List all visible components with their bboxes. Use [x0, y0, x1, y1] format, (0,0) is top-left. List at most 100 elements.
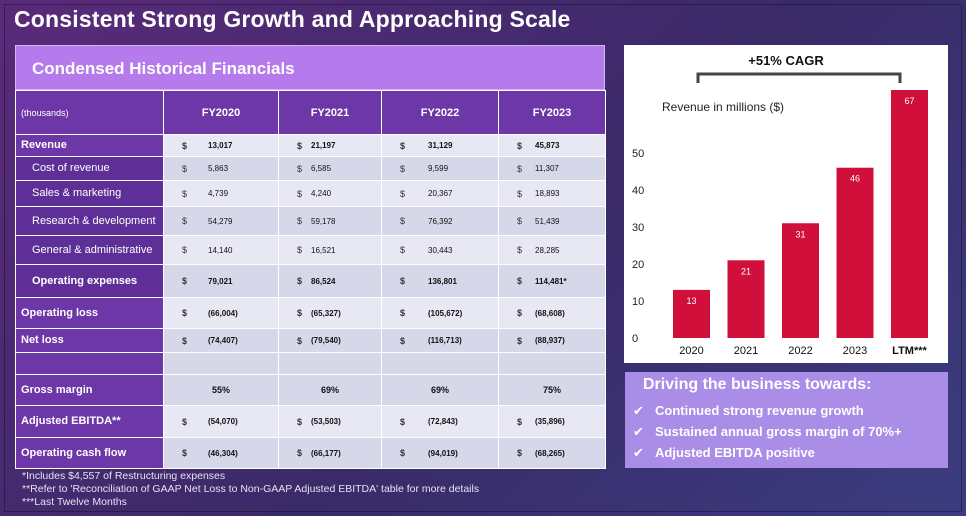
- column-header: FY2020: [163, 90, 279, 135]
- drivers-list: ✔ Continued strong revenue growth ✔ Sustai…: [633, 400, 902, 463]
- table-cell: 75%: [498, 374, 606, 406]
- table-cell: $ (54,070): [163, 405, 279, 438]
- cell-value: 14,140: [208, 245, 233, 255]
- cell-value: (105,672): [428, 308, 463, 318]
- bar: [673, 289, 710, 338]
- x-tick-label: 2020: [679, 345, 703, 357]
- cell-value: (68,265): [535, 448, 565, 458]
- cell-value: 4,240: [311, 189, 332, 198]
- y-tick-label: 10: [632, 296, 644, 308]
- currency-symbol: $: [182, 335, 188, 346]
- table-cell: $4,240: [278, 180, 382, 207]
- cell-value: (66,004): [208, 308, 238, 318]
- table-cell: $ (53,503): [278, 405, 382, 438]
- cell-value: (79,540): [311, 336, 341, 345]
- table-cell: 55%: [163, 374, 279, 406]
- list-item: ✔ Adjusted EBITDA positive: [633, 442, 902, 463]
- cell-value: 9,599: [428, 164, 449, 173]
- row-label: Research & development: [15, 206, 164, 236]
- table-cell: $ (79,540): [278, 328, 382, 353]
- currency-symbol: $: [517, 245, 523, 255]
- data-label: 67: [904, 96, 914, 106]
- driver-text: Adjusted EBITDA positive: [655, 445, 815, 460]
- currency-symbol: $: [517, 308, 523, 318]
- chart-subtitle: Revenue in millions ($): [662, 100, 785, 114]
- cell-value: 136,801: [428, 276, 457, 286]
- list-item: ✔ Sustained annual gross margin of 70%+: [633, 421, 902, 442]
- drivers-title: Driving the business towards:: [643, 376, 872, 393]
- table-cell: $45,873: [498, 134, 606, 157]
- currency-symbol: $: [182, 308, 188, 318]
- table-cell: $ (68,265): [498, 437, 606, 469]
- column-header: FY2021: [278, 90, 382, 135]
- currency-symbol: $: [182, 448, 188, 458]
- cell-value: 13,017: [208, 141, 233, 150]
- currency-symbol: $: [182, 188, 188, 199]
- revenue-bar-chart: 0 10 20 30 40 50 13 2020 21 2021 31 2022 46 2023 67 LTM…: [632, 72, 928, 357]
- cell-value: (35,896): [535, 417, 565, 426]
- cell-value: (116,713): [428, 336, 462, 345]
- cell-value: 51,439: [535, 216, 560, 226]
- driver-text: Continued strong revenue growth: [655, 403, 864, 418]
- y-tick-label: 0: [632, 333, 638, 345]
- currency-symbol: $: [297, 308, 303, 318]
- table-cell: $136,801: [381, 264, 499, 298]
- cell-value: (66,177): [311, 448, 341, 458]
- spacer-cell: [381, 352, 499, 375]
- list-item: ✔ Continued strong revenue growth: [633, 400, 902, 421]
- cell-value: 55%: [211, 385, 230, 395]
- currency-symbol: $: [182, 245, 188, 255]
- cell-value: 45,873: [535, 141, 560, 150]
- currency-symbol: $: [400, 448, 406, 458]
- table-cell: $ (66,177): [278, 437, 382, 469]
- table-cell: $31,129: [381, 134, 499, 157]
- currency-symbol: $: [182, 163, 188, 174]
- table-row: Gross margin 55% 69% 69% 75%: [15, 374, 606, 406]
- cell-value: 59,178: [311, 216, 336, 226]
- table-cell: $ (116,713): [381, 328, 499, 353]
- checkmark-icon: ✔: [633, 423, 644, 439]
- page-title: Consistent Strong Growth and Approaching…: [14, 6, 571, 32]
- table-cell: $28,285: [498, 235, 606, 265]
- x-tick-label: 2022: [788, 345, 812, 357]
- currency-symbol: $: [517, 140, 523, 151]
- y-tick-label: 50: [632, 148, 644, 160]
- currency-symbol: $: [517, 188, 523, 199]
- table-cell: $51,439: [498, 206, 606, 236]
- data-label: 13: [686, 296, 696, 306]
- currency-symbol: $: [182, 216, 188, 226]
- currency-symbol: $: [297, 335, 303, 346]
- cell-value: 30,443: [428, 245, 453, 255]
- currency-symbol: $: [182, 276, 188, 286]
- table-cell: 69%: [381, 374, 499, 406]
- footnote: **Refer to 'Reconciliation of GAAP Net L…: [22, 483, 480, 495]
- currency-symbol: $: [517, 335, 523, 346]
- driver-text: Sustained annual gross margin of 70%+: [655, 424, 902, 439]
- data-label: 46: [850, 174, 860, 184]
- data-label: 31: [795, 229, 805, 239]
- cell-value: 21,197: [311, 141, 336, 150]
- cell-value: 86,524: [311, 276, 336, 286]
- bar: [782, 223, 819, 338]
- row-label: Sales & marketing: [15, 180, 164, 207]
- currency-symbol: $: [400, 416, 406, 427]
- cell-value: 79,021: [208, 276, 233, 286]
- table-cell: $5,863: [163, 156, 279, 181]
- cell-value: 11,307: [535, 164, 559, 173]
- unit-label: (thousands): [15, 90, 164, 135]
- cell-value: 76,392: [428, 216, 453, 226]
- table-cell: $59,178: [278, 206, 382, 236]
- column-header: FY2023: [498, 90, 606, 135]
- table-cell: $114,481*: [498, 264, 606, 298]
- table-row: Cost of revenue $5,863 $6,585 $9,599 $11,307: [15, 156, 606, 181]
- cell-value: 75%: [542, 385, 561, 395]
- currency-symbol: $: [297, 416, 303, 427]
- table-row: General & administrative $14,140 $16,521 $3…: [15, 235, 606, 265]
- data-label: 21: [741, 266, 751, 276]
- footnotes: *Includes $4,557 of Restructuring expens…: [22, 470, 479, 509]
- currency-symbol: $: [400, 140, 406, 151]
- bar: [836, 167, 874, 338]
- table-cell: $ (72,843): [381, 405, 499, 438]
- table-cell: $6,585: [278, 156, 382, 181]
- table-cell: $76,392: [381, 206, 499, 236]
